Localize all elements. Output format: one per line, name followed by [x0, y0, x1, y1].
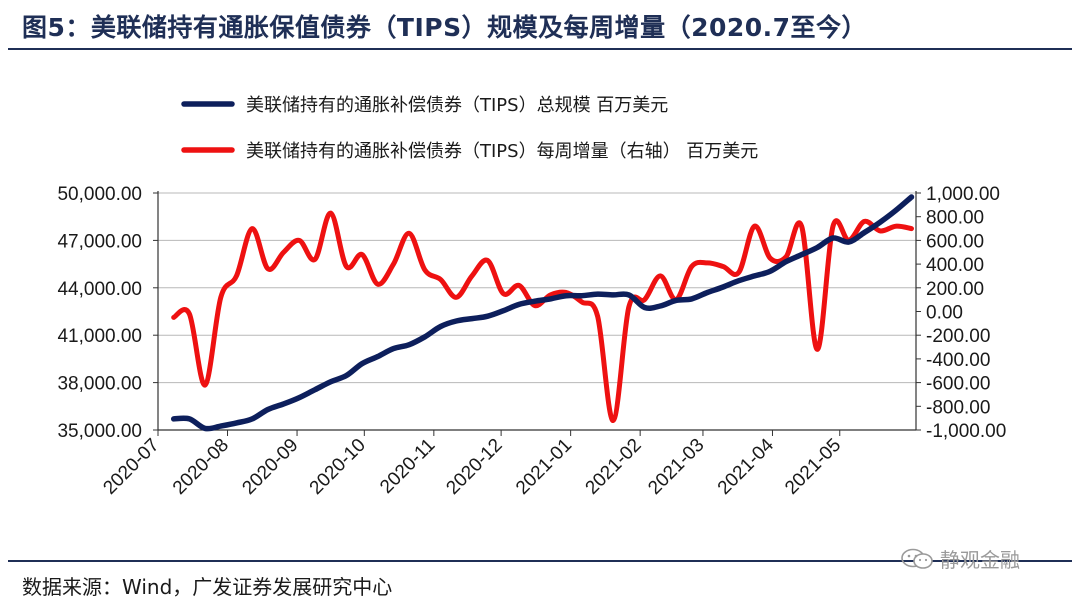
left-tick-label: 47,000.00: [57, 231, 142, 252]
right-tick-label: -1,000.00: [926, 421, 1006, 442]
x-tick-label: 2021-04: [714, 434, 778, 498]
right-tick-label: -600.00: [926, 374, 990, 395]
chart-canvas: 美联储持有的通胀补偿债券（TIPS）总规模 百万美元美联储持有的通胀补偿债券（T…: [57, 95, 1006, 499]
title-divider: [8, 48, 1072, 50]
left-tick-label: 50,000.00: [57, 184, 142, 205]
chart-title: 图5：美联储持有通胀保值债券（TIPS）规模及每周增量（2020.7至今）: [22, 13, 868, 42]
gridlines: [158, 192, 916, 384]
series-line-total: [170, 194, 915, 432]
x-tick-label: 2021-01: [512, 435, 576, 499]
x-tick-label: 2020-09: [238, 435, 302, 499]
right-axis-ticks: -1,000.00 -800.00-600.00 -400.00 -200.000.0…: [916, 184, 1006, 442]
left-tick-label: 38,000.00: [57, 374, 142, 395]
legend-label: 美联储持有的通胀补偿债券（TIPS）总规模 百万美元: [246, 95, 668, 116]
x-tick-label: 2021-05: [781, 435, 845, 499]
right-tick-label: 800.00: [926, 208, 984, 229]
legend-label: 美联储持有的通胀补偿债券（TIPS）每周增量（右轴） 百万美元: [246, 141, 758, 162]
x-tick-label: 2020-12: [442, 435, 506, 499]
source-note: 数据来源：Wind，广发证券发展研究中心: [22, 575, 393, 599]
right-tick-label: 600.00: [926, 231, 984, 252]
watermark-text: 静观金融: [940, 548, 1020, 572]
x-tick-label: 2020-10: [306, 435, 370, 499]
wechat-icon: [901, 548, 933, 569]
right-tick-label: -800.00: [926, 397, 990, 418]
axes: [157, 191, 917, 431]
watermark: 静观金融: [900, 544, 1020, 573]
series-line-weekly: [171, 210, 914, 424]
right-tick-label: 400.00: [926, 255, 984, 276]
x-tick-label: 2021-03: [644, 435, 708, 499]
left-tick-label: 44,000.00: [57, 279, 142, 300]
x-tick-label: 2020-08: [169, 435, 233, 499]
x-tick-label: 2020-11: [376, 435, 439, 498]
right-tick-label: 200.00: [926, 279, 984, 300]
right-tick-label: 1,000.00: [926, 184, 1000, 205]
footer-divider: [8, 560, 1072, 562]
legend: 美联储持有的通胀补偿债券（TIPS）总规模 百万美元美联储持有的通胀补偿债券（T…: [181, 95, 758, 162]
right-tick-label: 0.00: [926, 303, 963, 324]
x-axis-ticks: 2020-07 2020-08 2020-09 2020-10 2020-11 2020-…: [99, 430, 845, 499]
x-tick-label: 2021-02: [582, 435, 646, 499]
left-axis-ticks: 35,000.00 38,000.00 41,000.00 44,000.00 47,0…: [57, 184, 158, 442]
left-tick-label: 35,000.00: [57, 421, 142, 442]
right-tick-label: -400.00: [926, 350, 990, 371]
left-tick-label: 41,000.00: [57, 326, 142, 347]
right-tick-label: -200.00: [926, 326, 990, 347]
series-lines: [170, 194, 915, 432]
x-tick-label: 2020-07: [99, 435, 163, 499]
